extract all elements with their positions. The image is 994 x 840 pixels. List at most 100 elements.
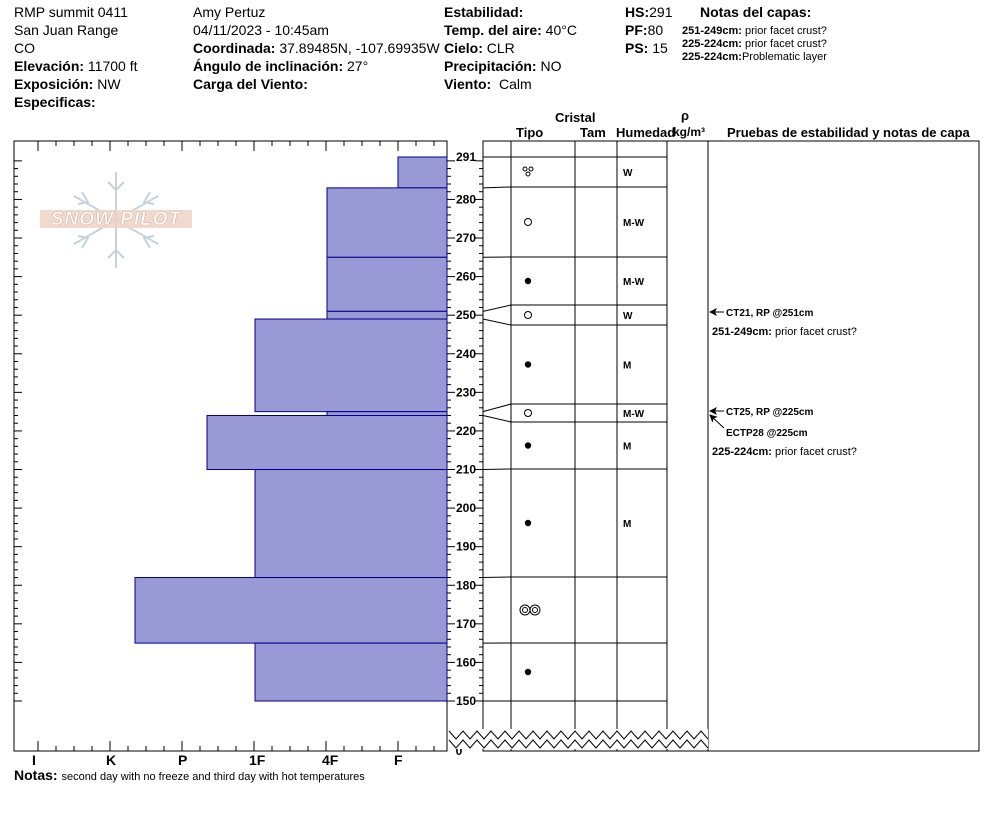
depth-label: 160 xyxy=(456,655,476,669)
snowpilot-logo: SNOW PILOT xyxy=(38,170,194,270)
depth-label: 250 xyxy=(456,308,476,322)
moisture-label: W xyxy=(623,311,633,322)
test-label: CT21, RP @251cm xyxy=(726,308,813,319)
tests-frame xyxy=(707,140,980,752)
hardness-bars xyxy=(134,156,448,702)
air-temp-value: 40°C xyxy=(545,22,577,38)
depth-label: 270 xyxy=(456,231,476,245)
test-note-range: 251-249cm: xyxy=(712,326,772,338)
layer-connector xyxy=(482,415,512,423)
depth-label: 180 xyxy=(456,578,476,592)
notes-field: Notas: second day with no freeze and thi… xyxy=(14,767,365,783)
sky-value: CLR xyxy=(486,40,515,56)
test-note: 251-249cm: prior facet crust? xyxy=(712,326,857,338)
logo-text: SNOW PILOT xyxy=(50,209,182,231)
hs-label: HS: xyxy=(625,4,650,20)
depth-label: 220 xyxy=(456,424,476,438)
grain-rounding-icon xyxy=(522,166,528,172)
slope-label: Ángulo de inclinación: xyxy=(193,58,344,74)
tests-header: Pruebas de estabilidad y notas de capa xyxy=(727,125,970,140)
density-symbol: ρ xyxy=(681,108,690,123)
pf-value: 80 xyxy=(647,22,664,38)
test-note-range: 225-224cm: xyxy=(712,446,772,458)
hs-value: 291 xyxy=(649,4,673,20)
stability-label: Estabilidad: xyxy=(444,4,524,20)
depth-label: 170 xyxy=(456,617,476,631)
hardness-label-4f: 4F xyxy=(322,752,339,768)
moisture-header: Humedad xyxy=(616,125,676,140)
depth-label: 230 xyxy=(456,385,476,399)
moisture-label: W xyxy=(623,168,633,179)
layer-rows: W M-W M-W W M M-W M M xyxy=(482,156,667,702)
layer-notes-title: Notas del capas: xyxy=(700,4,812,20)
test-note-text: prior facet crust? xyxy=(775,326,857,338)
depth-label: 200 xyxy=(456,501,476,515)
hardness-bar xyxy=(397,156,448,189)
hardness-bar xyxy=(254,318,448,413)
layer-connector xyxy=(482,304,512,312)
test-markers: CT21, RP @251cm CT25, RP @225cm ECTP28 @22… xyxy=(709,308,813,439)
grain-melt-cluster-icon xyxy=(522,607,528,613)
hardness-bar xyxy=(206,414,448,471)
notes-label: Notas: xyxy=(14,767,58,783)
layer-connector xyxy=(482,318,512,326)
crystal-table xyxy=(482,140,709,752)
depth-label: 291 xyxy=(456,150,476,164)
moisture-label: M xyxy=(623,442,631,453)
moisture-label: M xyxy=(623,519,631,530)
test-label: CT25, RP @225cm xyxy=(726,407,813,418)
depth-label: 0 xyxy=(456,744,463,758)
type-header: Tipo xyxy=(516,125,544,140)
layer-note-text: prior facet crust? xyxy=(745,25,827,37)
aspect-value: NW xyxy=(97,76,121,92)
test-label: ECTP28 @225cm xyxy=(726,428,808,439)
moisture-label: M xyxy=(623,361,631,372)
grain-circle-icon xyxy=(524,218,532,226)
hardness-bar xyxy=(326,310,448,320)
test-arrow xyxy=(709,414,725,429)
ps-value: 15 xyxy=(652,40,668,56)
notes-text: second day with no freeze and third day … xyxy=(61,771,365,783)
moisture-label: M-W xyxy=(623,409,645,420)
break-band xyxy=(449,729,708,749)
precipitation-field: Precipitación: NO xyxy=(444,58,561,74)
aspect-label: Exposición: xyxy=(14,76,94,92)
hardness-bar xyxy=(326,411,448,416)
crystal-header: Cristal xyxy=(555,110,596,125)
hardness-label-1f: 1F xyxy=(249,752,266,768)
hardness-label-f: F xyxy=(394,752,403,768)
sky-label: Cielo: xyxy=(444,40,483,56)
depth-label: 260 xyxy=(456,270,476,284)
sky-field: Cielo: CLR xyxy=(444,40,515,56)
elevation-label: Elevación: xyxy=(14,58,85,74)
snowflake-icon xyxy=(40,172,192,268)
coordinate-label: Coordinada: xyxy=(193,40,276,56)
layer-note-range: 225-224cm: xyxy=(682,51,742,63)
hardness-bar xyxy=(254,469,448,579)
layer-connector xyxy=(482,576,512,579)
hardness-bar xyxy=(326,256,448,312)
layer-note-range: 225-224cm: xyxy=(682,38,742,50)
pf-label: PF: xyxy=(625,22,648,38)
pf-field: PF:80 xyxy=(625,22,663,38)
grain-dot-icon xyxy=(524,442,532,449)
hardness-bar xyxy=(326,187,448,258)
hardness-label-p: P xyxy=(178,752,188,768)
test-note-text: prior facet crust? xyxy=(775,446,857,458)
slope-field: Ángulo de inclinación: 27° xyxy=(193,58,368,74)
slope-value: 27° xyxy=(347,58,369,74)
layer-connector xyxy=(482,468,512,471)
site-name: RMP summit 0411 xyxy=(14,4,128,20)
grain-melt-cluster-icon xyxy=(532,607,538,613)
axis-break-line xyxy=(448,739,709,749)
grain-rounding-icon xyxy=(525,171,531,177)
grain-dot-icon xyxy=(524,519,532,527)
layer-connector xyxy=(482,403,512,413)
layer-note-text: Problematic layer xyxy=(741,51,827,63)
grain-melt-cluster-icon xyxy=(529,604,541,616)
wind-field: Viento: Calm xyxy=(444,76,532,92)
observation-datetime: 04/11/2023 - 10:45am xyxy=(193,22,329,38)
air-temp-field: Temp. del aire: 40°C xyxy=(444,22,577,38)
moisture-label: M-W xyxy=(623,218,645,229)
